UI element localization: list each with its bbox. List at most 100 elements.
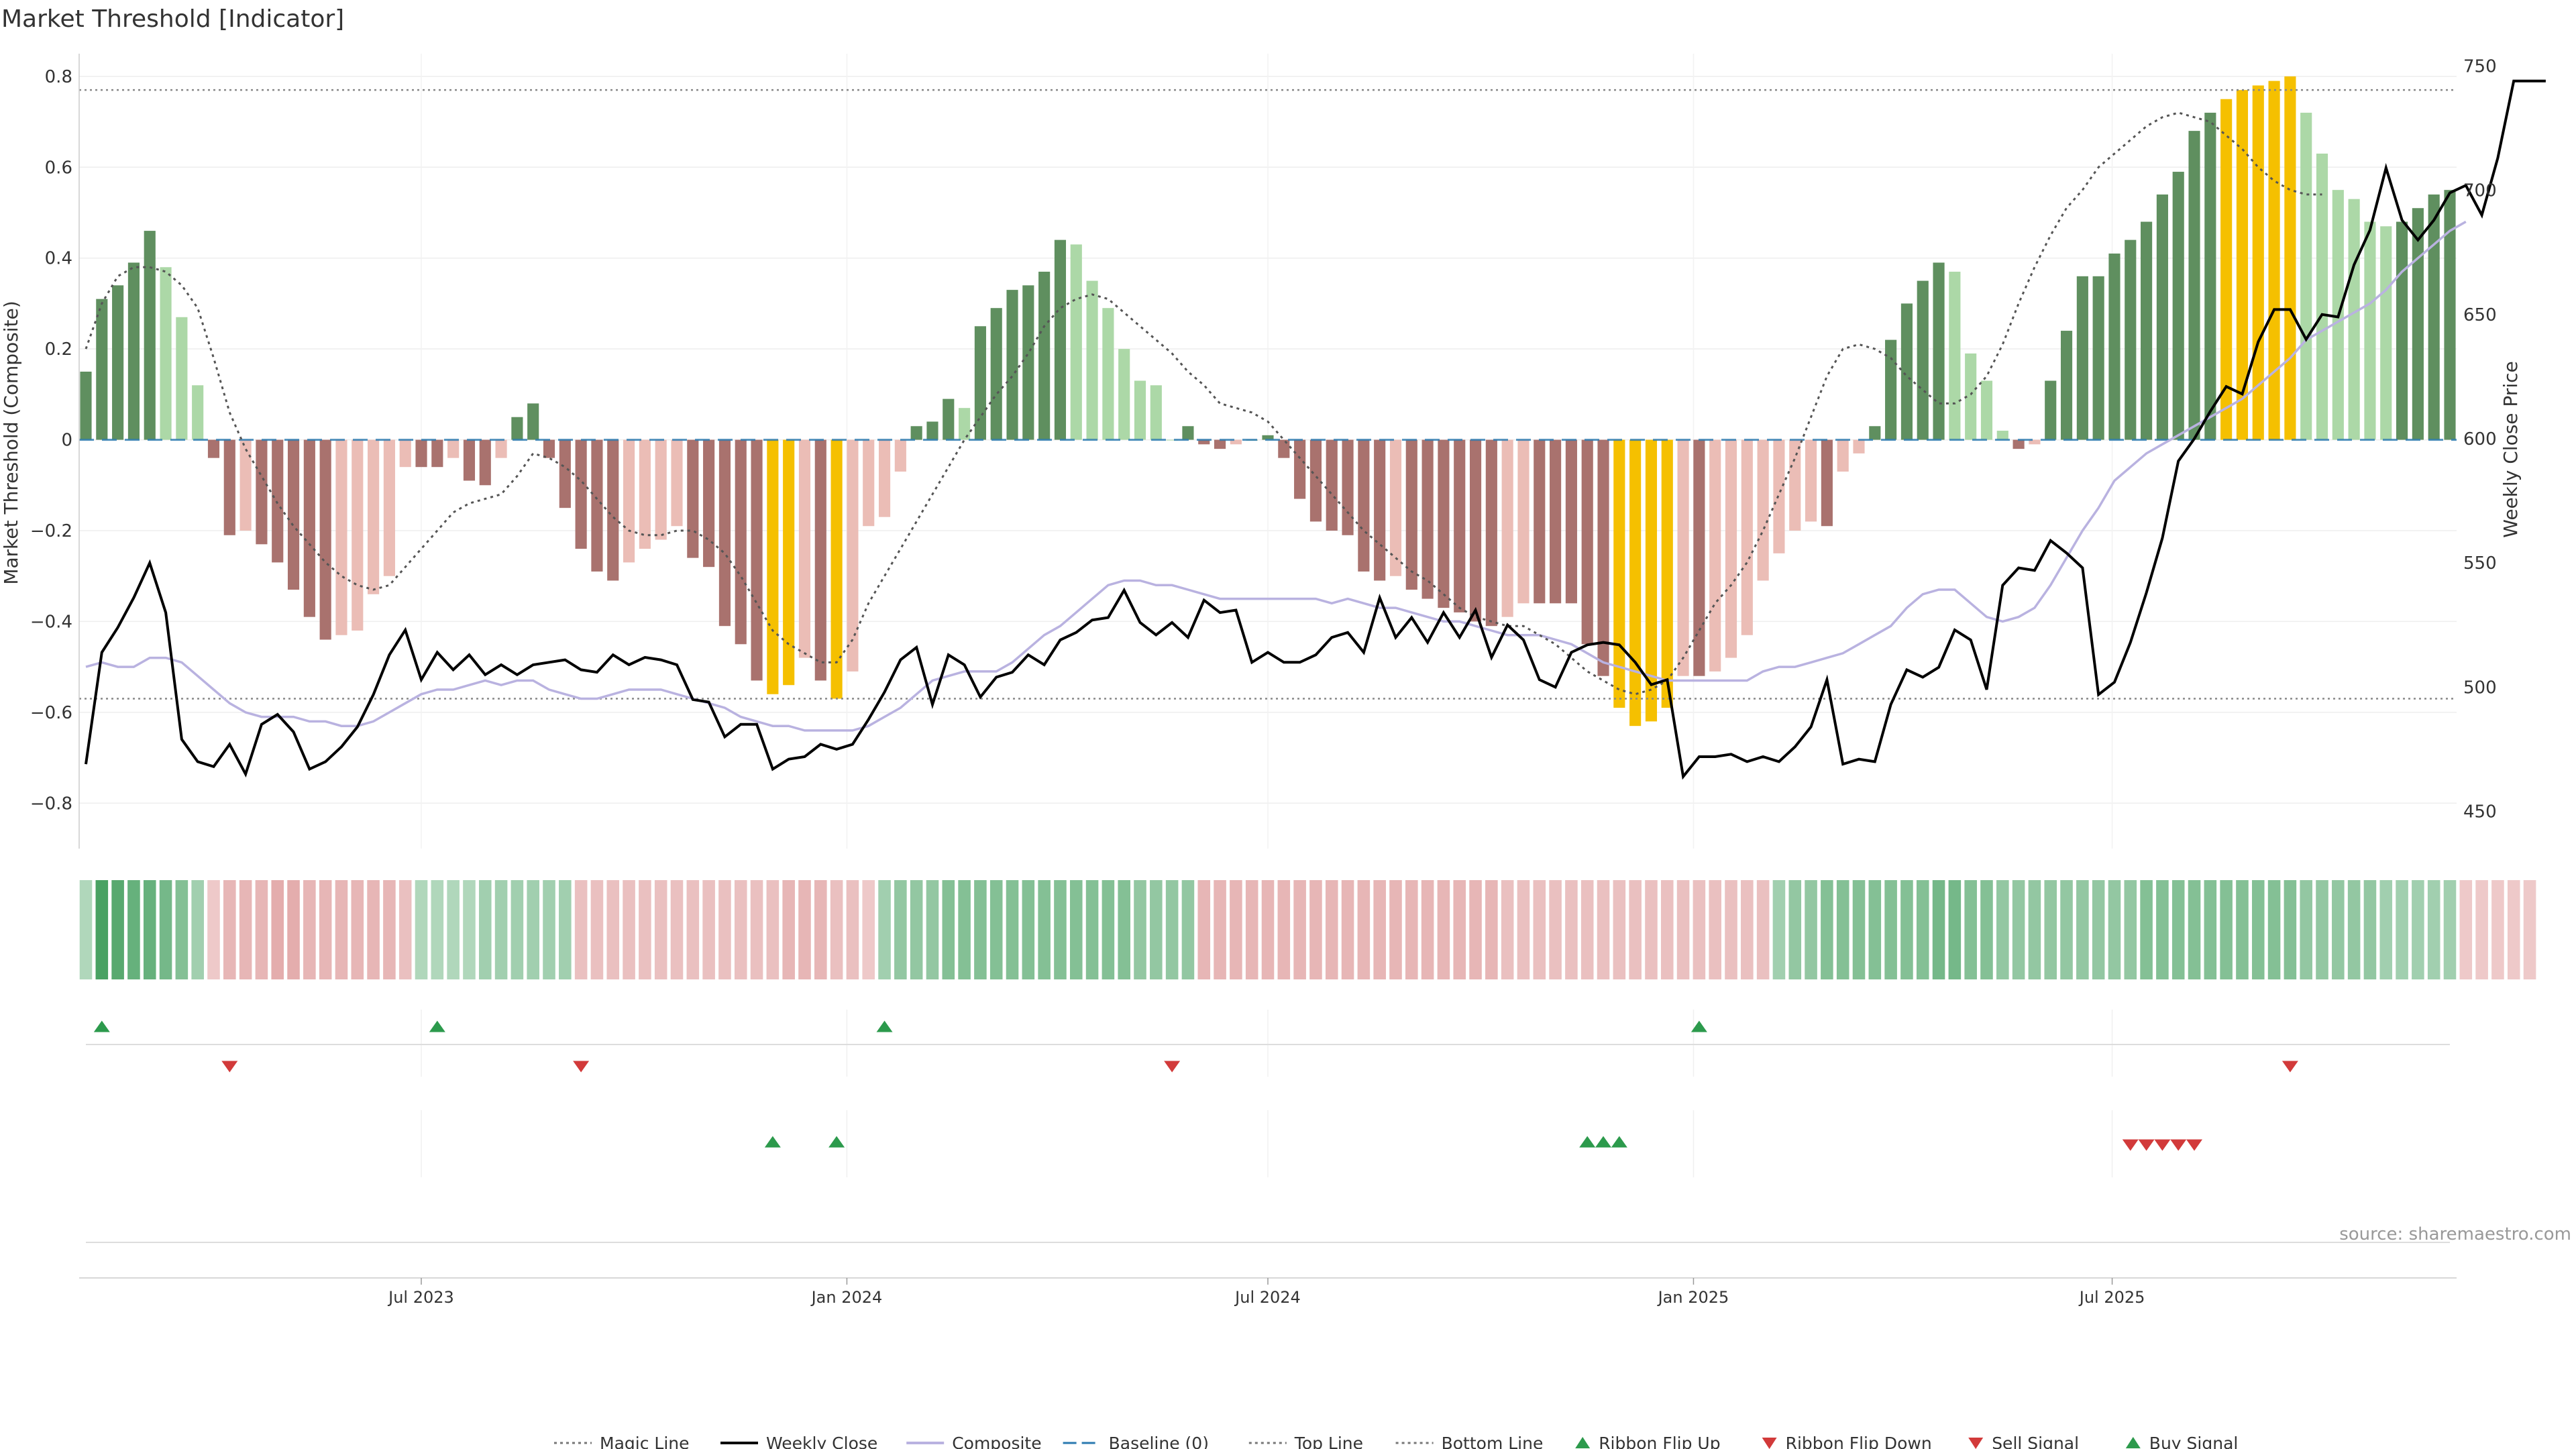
threshold-bar bbox=[575, 439, 587, 549]
ribbon-cell bbox=[1181, 880, 1195, 979]
threshold-bar bbox=[1294, 439, 1306, 499]
ribbon-cell bbox=[2427, 880, 2440, 979]
green-triangle-up-icon bbox=[2125, 1437, 2141, 1448]
left-axis-label: Market Threshold (Composite) bbox=[0, 301, 22, 584]
threshold-bar bbox=[1022, 285, 1034, 440]
threshold-bar bbox=[1837, 439, 1849, 472]
threshold-bar bbox=[1757, 439, 1769, 581]
threshold-bar bbox=[272, 439, 284, 563]
threshold-bar bbox=[543, 439, 555, 458]
ribbon-cell bbox=[1836, 880, 1849, 979]
ribbon-cell bbox=[2171, 880, 2185, 979]
ribbon-cell bbox=[1996, 880, 2009, 979]
sell-signal-marker bbox=[2122, 1139, 2139, 1151]
legend-label: Weekly Close bbox=[766, 1434, 877, 1449]
ribbon-cell bbox=[1533, 880, 1546, 979]
threshold-bar bbox=[447, 439, 460, 458]
ribbon-cell bbox=[750, 880, 763, 979]
ribbon-cell bbox=[1357, 880, 1371, 979]
ribbon-cell bbox=[878, 880, 891, 979]
threshold-bar bbox=[751, 439, 763, 681]
threshold-bar bbox=[383, 439, 395, 576]
ribbon-cell bbox=[574, 880, 588, 979]
ribbon-cell bbox=[1964, 880, 1977, 979]
ribbon-cell bbox=[830, 880, 843, 979]
left-tick-label: −0.6 bbox=[30, 703, 72, 723]
ribbon-flip-down-marker bbox=[221, 1061, 238, 1073]
ribbon-cell bbox=[159, 880, 172, 979]
ribbon-cell bbox=[1916, 880, 1929, 979]
threshold-bar bbox=[2092, 276, 2104, 440]
threshold-bar bbox=[2412, 208, 2424, 440]
ribbon-cell bbox=[398, 880, 412, 979]
threshold-bar bbox=[2236, 90, 2249, 440]
threshold-bar bbox=[176, 317, 188, 440]
ribbon-cell bbox=[1261, 880, 1275, 979]
left-tick-label: −0.8 bbox=[30, 794, 72, 814]
ribbon-cell bbox=[1629, 880, 1642, 979]
threshold-bar bbox=[687, 439, 699, 558]
threshold-bar bbox=[80, 372, 92, 440]
ribbon-cell bbox=[2156, 880, 2169, 979]
ribbon-cell bbox=[2092, 880, 2105, 979]
threshold-bar bbox=[990, 308, 1002, 440]
ribbon-cell bbox=[1230, 880, 1242, 979]
ribbon-cell bbox=[1325, 880, 1338, 979]
green-triangle-up-icon bbox=[1575, 1437, 1591, 1448]
threshold-bar bbox=[2364, 221, 2376, 440]
threshold-bar bbox=[1358, 439, 1370, 572]
right-tick-label: 650 bbox=[2463, 305, 2497, 325]
ribbon-cell bbox=[1709, 880, 1721, 979]
threshold-bar bbox=[639, 439, 651, 549]
ribbon-cell bbox=[1134, 880, 1146, 979]
x-tick-label: Jul 2024 bbox=[1234, 1288, 1301, 1307]
chart-axes: 0.8 0.6 0.4 0.2 0 −0.2 −0.4 −0.6 −0.8 750 700 650 60… bbox=[30, 54, 2497, 849]
ribbon-cell bbox=[1565, 880, 1578, 979]
threshold-bar bbox=[2029, 439, 2041, 445]
buy-signal-marker bbox=[828, 1136, 845, 1148]
ribbon-cell bbox=[846, 880, 859, 979]
threshold-bar bbox=[1150, 385, 1162, 440]
legend-label: Top Line bbox=[1294, 1434, 1363, 1449]
right-tick-label: 750 bbox=[2463, 57, 2497, 77]
threshold-bar bbox=[527, 403, 539, 440]
threshold-bar bbox=[1900, 303, 1913, 440]
legend-item: Composite bbox=[906, 1434, 1042, 1449]
ribbon-flip-up-marker bbox=[429, 1020, 445, 1032]
source-note: source: sharemaestro.com bbox=[2339, 1224, 2571, 1244]
threshold-bars bbox=[80, 76, 2456, 727]
threshold-bar bbox=[863, 439, 875, 527]
right-axis-label: Weekly Close Price bbox=[2500, 361, 2522, 537]
threshold-bar bbox=[1550, 439, 1562, 604]
threshold-bar bbox=[1949, 272, 1961, 440]
ribbon-flip-down-marker bbox=[573, 1061, 590, 1073]
threshold-bar bbox=[335, 439, 347, 635]
threshold-bar bbox=[479, 439, 491, 486]
ribbon-cell bbox=[1421, 880, 1434, 979]
threshold-bar bbox=[2045, 380, 2057, 440]
right-tick-label: 450 bbox=[2463, 802, 2497, 822]
threshold-bar bbox=[1741, 439, 1753, 635]
ribbon-cell bbox=[1501, 880, 1514, 979]
ribbon-cell bbox=[2012, 880, 2025, 979]
threshold-bar bbox=[559, 439, 571, 508]
ribbon-cell bbox=[271, 880, 284, 979]
ribbon-cell bbox=[1613, 880, 1626, 979]
ribbon-cell bbox=[1102, 880, 1115, 979]
ribbon-cell bbox=[143, 880, 156, 979]
threshold-bar bbox=[798, 439, 811, 658]
threshold-bar bbox=[1485, 439, 1497, 627]
ribbon-cell bbox=[111, 880, 124, 979]
ribbon-cell bbox=[798, 880, 811, 979]
ribbon-cell bbox=[1054, 880, 1067, 979]
threshold-bar bbox=[207, 439, 220, 458]
ribbon-cell bbox=[1214, 880, 1226, 979]
ribbon-cell bbox=[2507, 880, 2520, 979]
ribbon-cell bbox=[894, 880, 907, 979]
threshold-bar bbox=[1565, 439, 1577, 604]
threshold-bar bbox=[2060, 331, 2073, 440]
legend-label: Ribbon Flip Up bbox=[1599, 1434, 1720, 1449]
ribbon-cell bbox=[367, 880, 380, 979]
ribbon-cell bbox=[2060, 880, 2073, 979]
